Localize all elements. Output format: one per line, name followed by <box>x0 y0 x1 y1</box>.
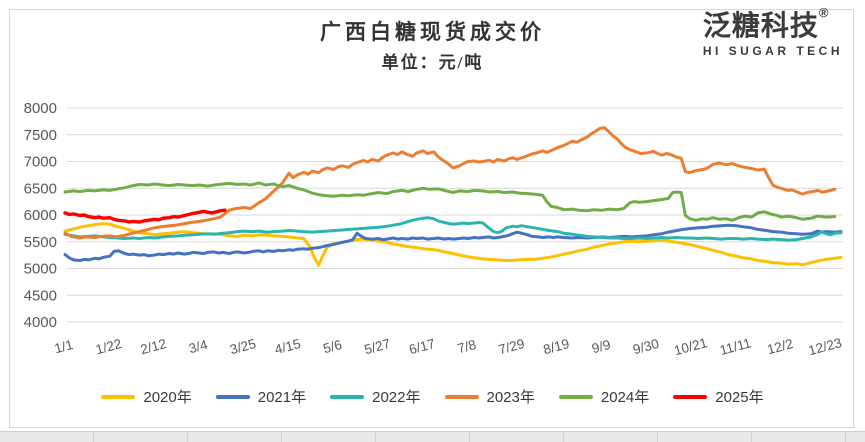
series-line-2025年[interactable] <box>63 208 227 224</box>
chart-title: 广西白糖现货成交价 <box>320 20 545 44</box>
x-tick-label-12-23: 12/23 <box>807 335 844 358</box>
y-tick-label-5000: 5000 <box>24 261 57 278</box>
x-tick-label-3-4: 3/4 <box>187 337 209 356</box>
legend-swatch-icon <box>673 394 708 399</box>
legend-swatch-icon <box>558 394 593 399</box>
y-tick-label-6000: 6000 <box>24 207 57 224</box>
legend-label: 2022年 <box>372 389 421 406</box>
registered-trademark-icon: ® <box>818 5 829 20</box>
y-tick-label-4500: 4500 <box>24 287 57 304</box>
series-line-2021年[interactable] <box>63 223 843 262</box>
series-line-2023年[interactable] <box>63 126 837 240</box>
chart-legend: 2020年 2021年 2022年 2023年 2024年 2025年 <box>0 386 865 407</box>
legend-label: 2021年 <box>257 389 307 406</box>
legend-swatch-icon <box>444 394 479 399</box>
chart-subtitle: 单位：元/吨 <box>381 53 484 72</box>
x-tick-label-9-30: 9/30 <box>631 336 660 357</box>
x-tick-label-7-8: 7/8 <box>456 337 478 356</box>
legend-item-2022年[interactable]: 2022年 <box>330 386 421 407</box>
legend-swatch-icon <box>215 394 250 399</box>
legend-item-2024年[interactable]: 2024年 <box>558 386 650 407</box>
x-tick-label-2-12: 2/12 <box>139 336 168 357</box>
legend-item-2025年[interactable]: 2025年 <box>673 386 764 407</box>
x-tick-label-1-22: 1/22 <box>94 336 123 357</box>
legend-label: 2023年 <box>486 389 535 406</box>
legend-item-2021年[interactable]: 2021年 <box>215 386 307 407</box>
x-tick-label-10-21: 10/21 <box>672 335 709 358</box>
x-tick-label-11-11: 11/11 <box>718 335 753 358</box>
series-line-2022年[interactable] <box>63 216 843 242</box>
brand-logo-en-text: HI SUGAR TECH <box>702 44 843 58</box>
x-tick-label-7-29: 7/29 <box>497 336 526 357</box>
legend-label: 2024年 <box>600 389 650 406</box>
x-tick-label-6-17: 6/17 <box>407 336 436 357</box>
x-tick-label-4-15: 4/15 <box>273 336 302 357</box>
x-tick-label-5-27: 5/27 <box>363 336 392 357</box>
brand-logo-cn-text: 泛糖科技 <box>702 10 819 41</box>
legend-item-2020年[interactable]: 2020年 <box>101 386 192 407</box>
legend-label: 2020年 <box>143 389 192 406</box>
x-tick-label-3-25: 3/25 <box>228 336 257 357</box>
legend-swatch-icon <box>101 394 136 399</box>
y-tick-label-5500: 5500 <box>24 234 57 251</box>
spreadsheet-cells-strip[interactable] <box>0 431 865 442</box>
legend-item-2023年[interactable]: 2023年 <box>444 386 535 407</box>
x-tick-label-5-6: 5/6 <box>321 337 343 356</box>
y-tick-label-7500: 7500 <box>24 127 57 144</box>
series-line-2020年[interactable] <box>63 222 843 267</box>
legend-swatch-icon <box>330 394 365 399</box>
brand-logo: 泛糖科技® HI SUGAR TECH <box>702 6 843 58</box>
series-line-2024年[interactable] <box>63 181 837 222</box>
y-tick-label-8000: 8000 <box>24 100 57 117</box>
y-tick-label-6500: 6500 <box>24 180 57 197</box>
y-tick-label-7000: 7000 <box>24 154 57 171</box>
x-tick-label-9-9: 9/9 <box>590 337 612 356</box>
x-tick-label-12-2: 12/2 <box>766 336 795 357</box>
x-tick-label-8-19: 8/19 <box>542 336 571 357</box>
y-tick-label-4000: 4000 <box>24 314 57 331</box>
x-tick-label-1-1: 1/1 <box>53 337 75 356</box>
legend-label: 2025年 <box>715 389 764 406</box>
